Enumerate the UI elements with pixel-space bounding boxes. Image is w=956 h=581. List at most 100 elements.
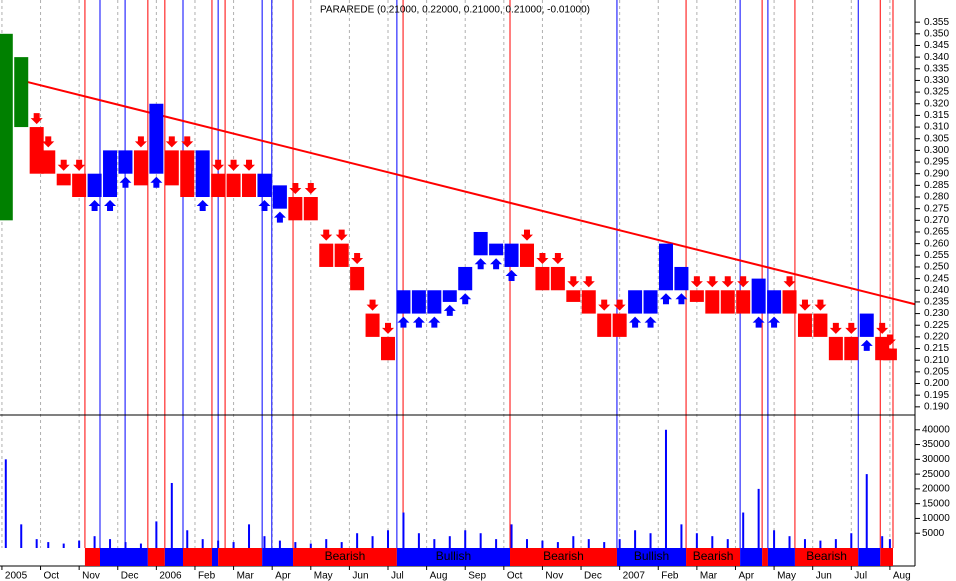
y-tick-label: 0.195	[924, 390, 949, 401]
buy-arrow	[428, 316, 441, 328]
trend-band	[99, 548, 148, 566]
trend-band	[164, 548, 183, 566]
buy-arrow	[150, 176, 163, 188]
buy-arrow	[675, 293, 688, 305]
trend-band	[762, 548, 768, 566]
sell-arrow	[227, 159, 240, 171]
y-tick-label: 0.350	[924, 28, 949, 39]
price-bar	[381, 336, 396, 361]
trend-band	[396, 548, 511, 566]
trend-band	[686, 548, 741, 566]
sell-arrow	[320, 229, 333, 241]
x-tick-label: Jun	[816, 571, 832, 581]
volume-bar	[881, 536, 884, 548]
volume-bar	[371, 536, 374, 548]
y-tick-label: 0.250	[924, 262, 949, 273]
trend-band	[147, 548, 165, 566]
y-tick-label: 0.200	[924, 378, 949, 389]
x-tick-label: Oct	[44, 571, 60, 581]
plot	[0, 0, 916, 548]
volume-bar	[726, 539, 729, 548]
price-bar	[29, 127, 44, 174]
price-bar	[689, 290, 704, 302]
sell-arrow	[883, 334, 896, 346]
x-tick-label: Sep	[468, 571, 486, 581]
volume-bar	[340, 542, 343, 548]
buy-arrow	[88, 200, 101, 212]
sell-arrow	[304, 183, 317, 195]
price-bar	[566, 290, 581, 302]
x-tick-label: Mar	[700, 571, 718, 581]
price-bar	[720, 290, 735, 314]
y-tick-label: 0.310	[924, 122, 949, 133]
trend-band	[211, 548, 219, 566]
price-bar	[612, 313, 627, 337]
price-bar	[504, 243, 519, 267]
x-tick-label: Jul	[391, 571, 404, 581]
y-tick-label: 0.325	[924, 87, 949, 98]
volume-bar	[4, 459, 7, 548]
y-tick-label: 0.355	[924, 17, 949, 28]
price-bar	[272, 185, 287, 209]
volume-bar	[93, 536, 96, 548]
sell-arrow	[57, 159, 70, 171]
x-tick-label: Dec	[584, 571, 602, 581]
y-tick-label: 0.330	[924, 75, 949, 86]
volume-bar	[20, 524, 23, 548]
x-tick-label: Feb	[661, 571, 679, 581]
sell-arrow	[42, 136, 55, 148]
volume-bar	[819, 540, 822, 548]
sell-arrow	[212, 159, 225, 171]
price-bar	[427, 290, 442, 314]
price-bar	[581, 290, 596, 314]
price-bar	[396, 290, 411, 314]
buy-arrow	[412, 316, 425, 328]
volume-bar	[541, 540, 544, 548]
volume-bar	[170, 482, 173, 548]
price-bar	[0, 33, 13, 221]
price-bar	[226, 173, 241, 198]
price-bar	[242, 173, 257, 198]
y-tick-label: 0.335	[924, 63, 949, 74]
sell-arrow	[181, 136, 194, 148]
price-bar	[519, 243, 534, 267]
y-tick-label: 0.230	[924, 308, 949, 319]
x-tick-label: Jul	[854, 571, 867, 581]
trend-band	[510, 548, 617, 566]
volume-bar	[865, 474, 868, 548]
sell-arrow	[829, 322, 842, 334]
price-bar	[674, 266, 689, 291]
price-bar	[628, 290, 643, 314]
buy-arrow	[752, 316, 765, 328]
price-bar	[797, 313, 812, 337]
volume-bar	[325, 539, 328, 548]
price-bar	[535, 266, 550, 291]
sell-arrow	[721, 276, 734, 288]
buy-arrow	[644, 316, 657, 328]
buy-arrow	[490, 258, 503, 270]
buy-arrow	[629, 316, 642, 328]
y-tick-label: 0.210	[924, 355, 949, 366]
price-bar	[195, 150, 210, 198]
buy-arrow	[505, 269, 518, 281]
volume-bar	[495, 539, 498, 548]
y-tick-label: 0.300	[924, 145, 949, 156]
band-label: Bullish	[634, 549, 669, 563]
sell-arrow	[536, 252, 549, 264]
price-bar	[288, 197, 303, 221]
volume-bar	[572, 536, 575, 548]
volume-bar	[309, 543, 312, 548]
x-tick-label: Apr	[738, 571, 754, 581]
volume-tick-label: 20000	[922, 484, 950, 495]
buy-arrow	[397, 316, 410, 328]
price-bar	[211, 173, 226, 198]
trend-band	[794, 548, 859, 566]
price-bar	[303, 197, 318, 221]
price-bar	[334, 243, 349, 267]
sell-arrow	[382, 322, 395, 334]
y-tick-label: 0.280	[924, 192, 949, 203]
volume-bar	[556, 542, 559, 548]
trend-band	[84, 548, 100, 566]
volume-bar	[649, 533, 652, 548]
